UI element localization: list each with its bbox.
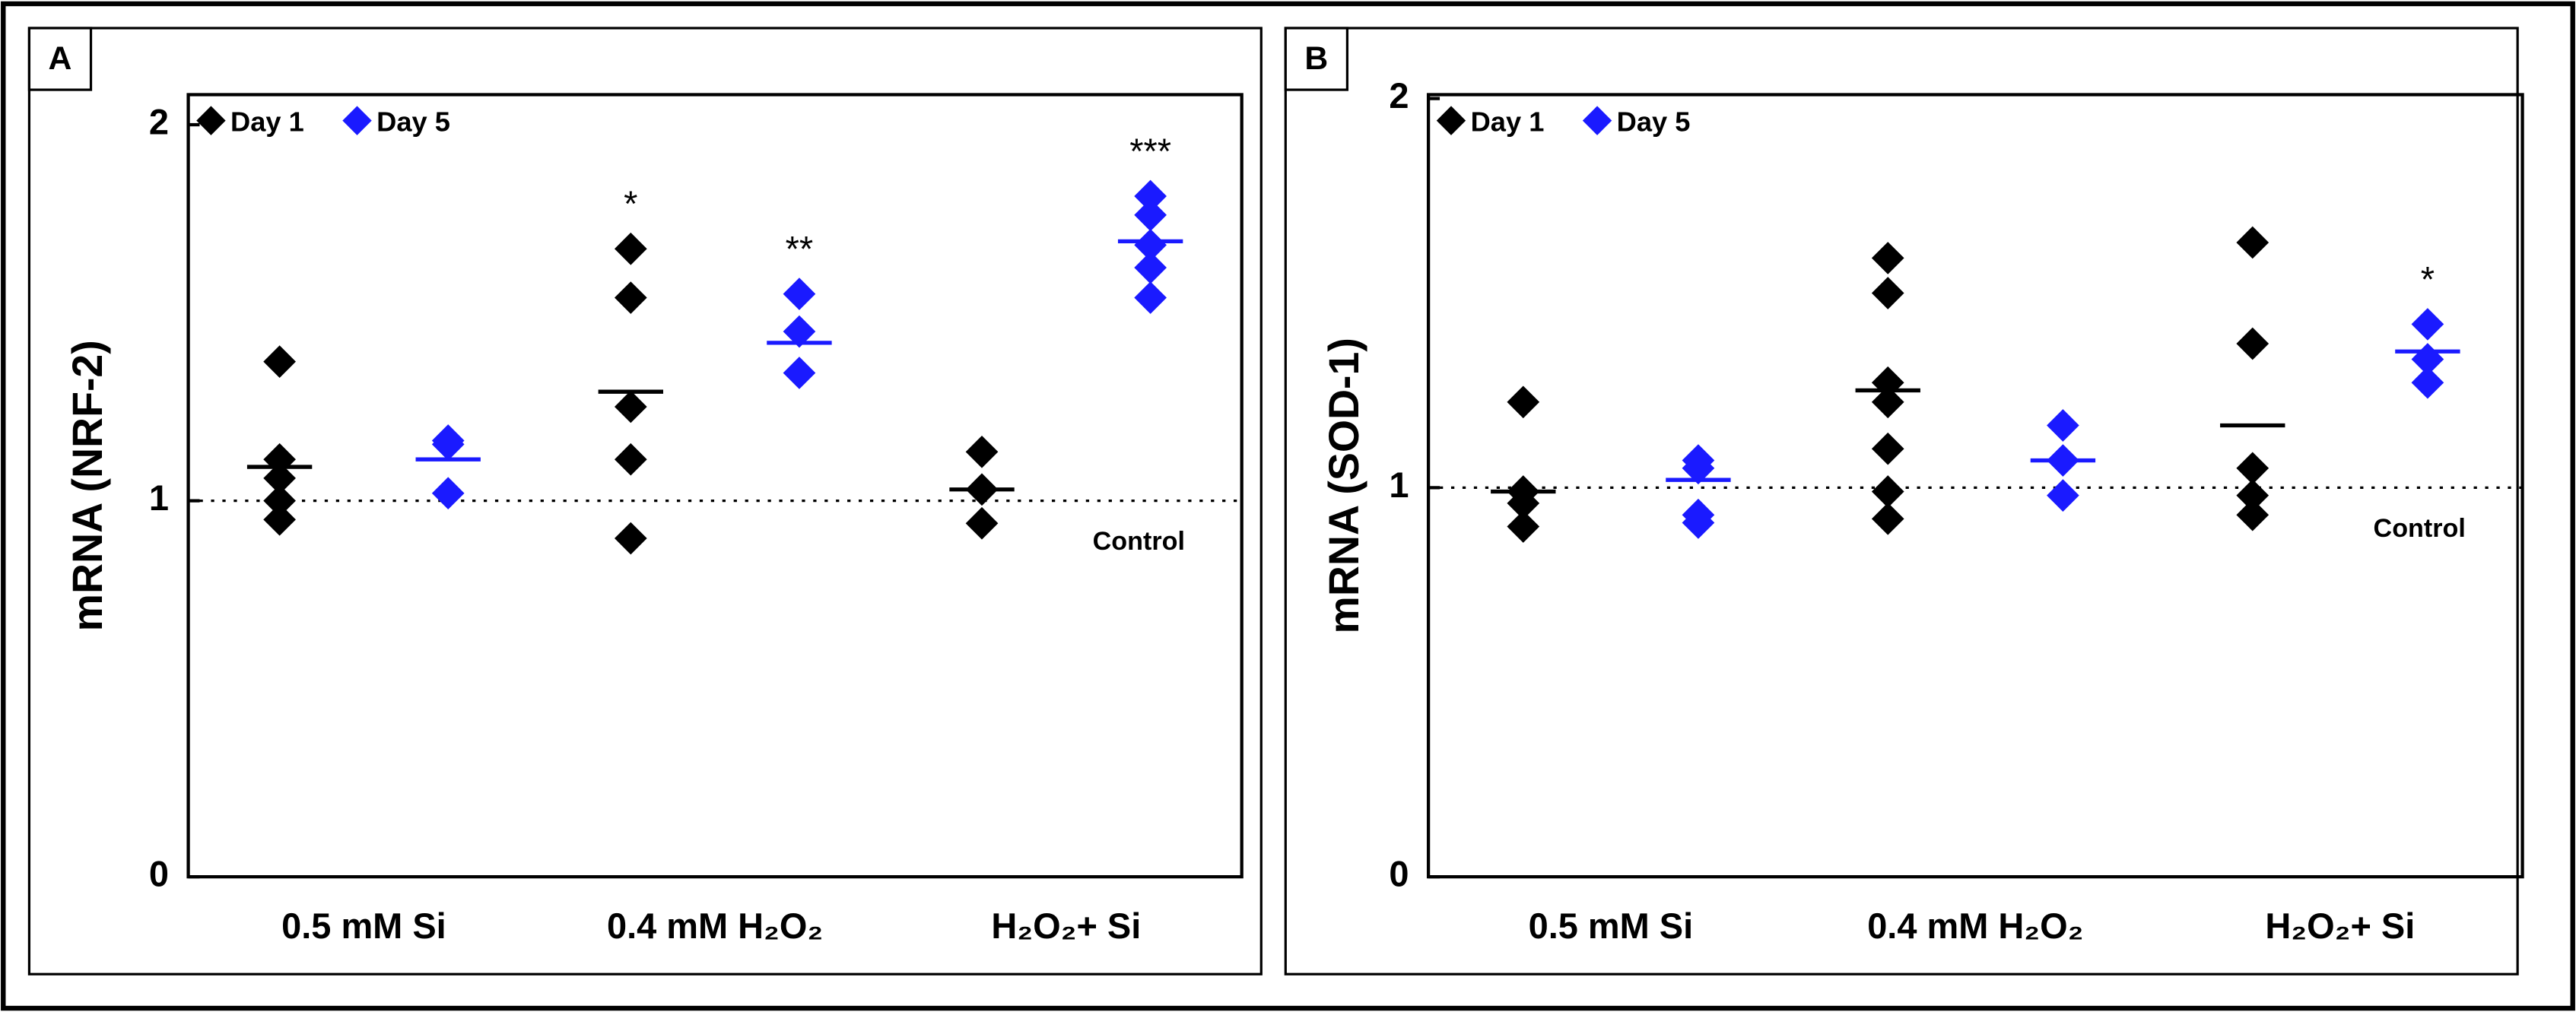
data-point: [1682, 506, 1715, 539]
legend-marker: [342, 106, 372, 135]
y-axis-label: mRNA (NRF-2): [64, 340, 111, 631]
data-point: [1871, 385, 1904, 419]
legend-label: Day 1: [1471, 106, 1545, 137]
data-point: [263, 462, 296, 495]
data-point: [1507, 385, 1540, 419]
legend-label: Day 1: [230, 106, 304, 137]
data-point: [1871, 475, 1904, 508]
data-point: [431, 477, 465, 510]
legend-marker: [1582, 106, 1612, 135]
reference-label: Control: [2374, 514, 2466, 543]
y-tick-label: 2: [1389, 75, 1409, 116]
data-point: [1134, 179, 1167, 213]
data-point: [614, 390, 647, 424]
significance-label: **: [786, 229, 814, 269]
panel-border: [1284, 27, 2519, 976]
data-point: [263, 503, 296, 536]
data-point: [2236, 479, 2269, 512]
y-tick-label: 0: [1389, 854, 1409, 894]
legend-label: Day 5: [376, 106, 450, 137]
data-point: [1682, 452, 1715, 485]
data-point: [1134, 198, 1167, 232]
data-point: [2236, 452, 2269, 485]
panel-label-box: [27, 27, 93, 91]
data-point: [2236, 327, 2269, 360]
data-point: [2047, 409, 2079, 442]
data-point: [1134, 281, 1167, 314]
data-point: [2236, 226, 2269, 259]
x-tick-label: 0.4 mM H₂O₂: [607, 906, 823, 946]
x-tick-label: 0.5 mM Si: [281, 906, 446, 946]
y-tick-label: 1: [149, 477, 169, 518]
y-tick-label: 1: [1389, 465, 1409, 505]
y-tick-label: 2: [149, 101, 169, 141]
reference-label: Control: [1093, 527, 1185, 556]
data-point: [614, 443, 647, 476]
data-point: [1871, 242, 1904, 274]
data-point: [1507, 487, 1540, 520]
data-point: [263, 484, 296, 517]
x-tick-label: H₂O₂+ Si: [2265, 906, 2415, 946]
data-point: [2047, 479, 2079, 512]
data-point: [1507, 510, 1540, 543]
data-point: [614, 281, 647, 314]
legend-marker: [1436, 106, 1466, 135]
data-point: [614, 522, 647, 555]
plot-area: [1426, 93, 2524, 879]
data-point: [614, 232, 647, 265]
data-point: [2236, 498, 2269, 531]
significance-label: *: [624, 183, 637, 224]
data-point: [2411, 308, 2444, 341]
significance-label: *: [2421, 259, 2435, 299]
data-point: [1871, 502, 1904, 535]
x-tick-label: 0.5 mM Si: [1529, 906, 1694, 946]
panel-label-box: [1284, 27, 1348, 91]
data-point: [1134, 251, 1167, 284]
panel-label: A: [49, 40, 72, 77]
y-axis-label: mRNA (SOD-1): [1320, 338, 1367, 633]
data-point: [263, 345, 296, 378]
legend-marker: [196, 106, 226, 135]
panel-border: [27, 27, 1263, 976]
data-point: [1871, 432, 1904, 465]
plot-area: [186, 93, 1244, 879]
panel-label: B: [1304, 40, 1328, 77]
significance-label: ***: [1129, 131, 1171, 171]
x-tick-label: H₂O₂+ Si: [991, 906, 1141, 946]
y-tick-label: 0: [149, 854, 169, 894]
data-point: [2411, 366, 2444, 399]
x-tick-label: 0.4 mM H₂O₂: [1867, 906, 2083, 946]
legend-label: Day 5: [1617, 106, 1691, 137]
data-point: [431, 428, 465, 461]
data-point: [1134, 228, 1167, 262]
data-point: [1871, 277, 1904, 309]
